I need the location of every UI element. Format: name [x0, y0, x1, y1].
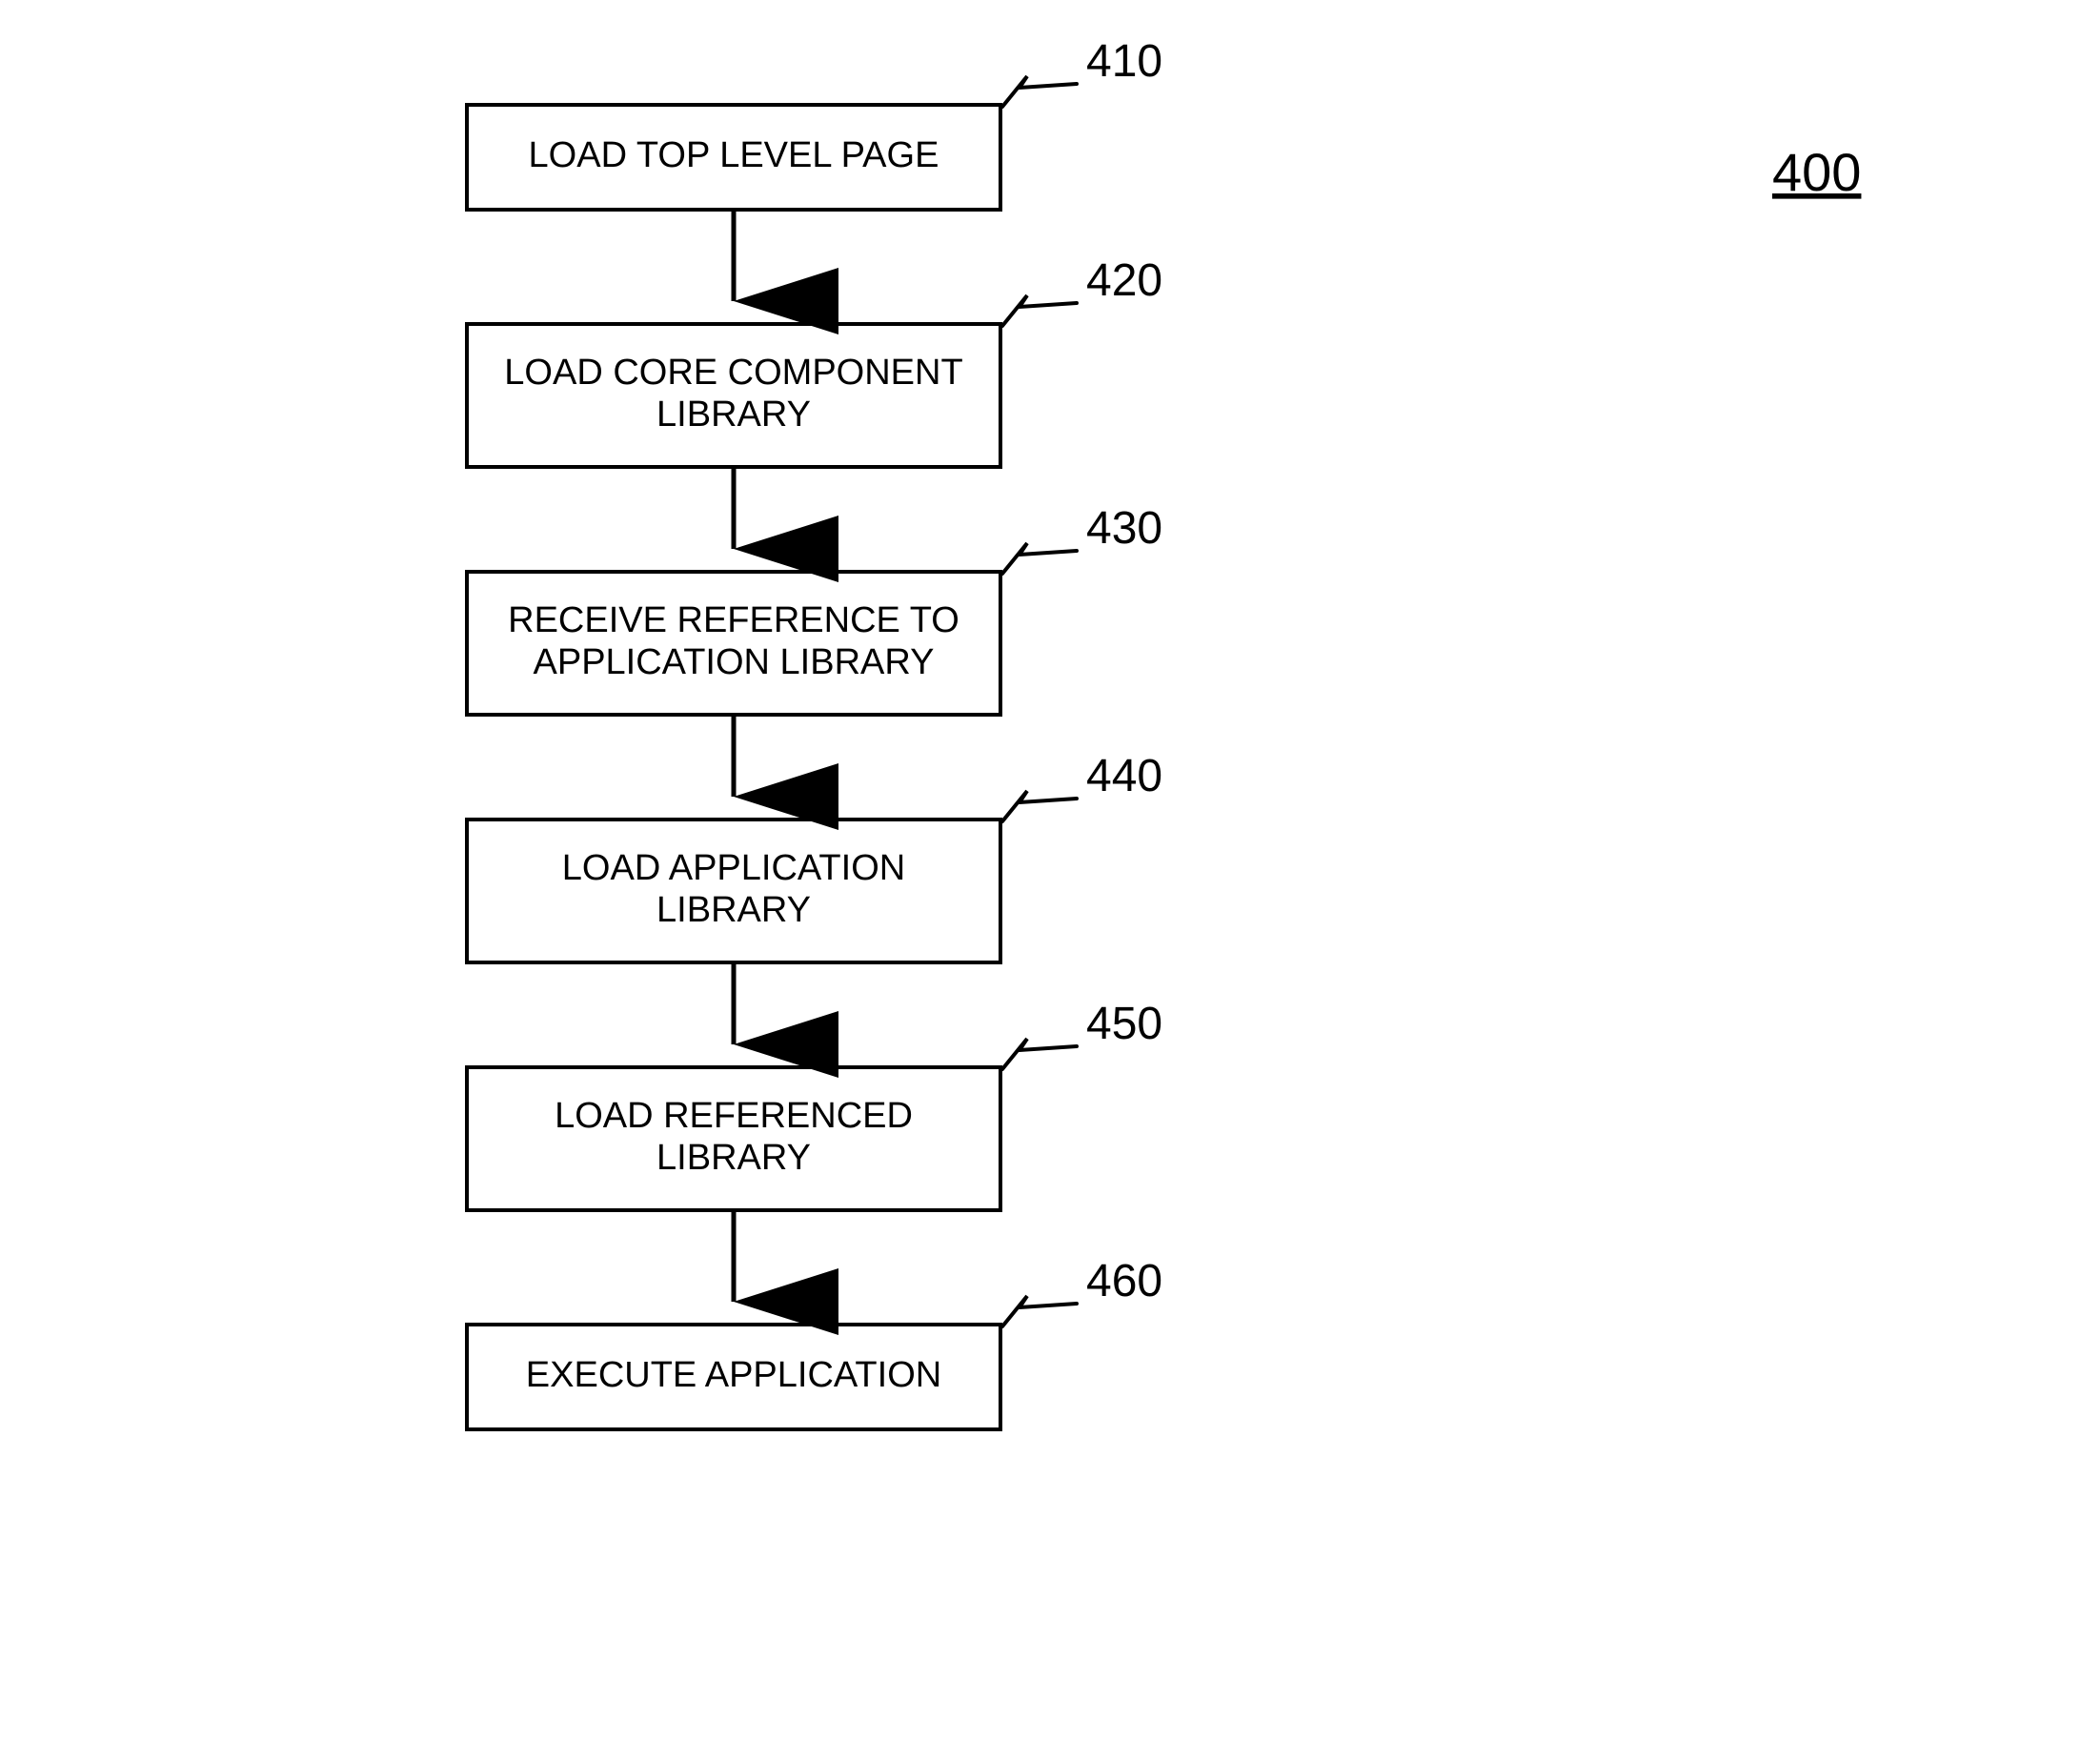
flow-node-label: LIBRARY: [656, 890, 811, 930]
flow-node-label: LIBRARY: [656, 395, 811, 435]
lead-line: [1002, 1296, 1077, 1326]
ref-number-410: 410: [1086, 36, 1162, 87]
flow-node-440: LOAD APPLICATIONLIBRARY 440: [467, 751, 1162, 962]
flow-node-410: LOAD TOP LEVEL PAGE 410: [467, 36, 1162, 210]
ref-number-450: 450: [1086, 999, 1162, 1049]
lead-line: [1002, 791, 1077, 821]
ref-number-460: 460: [1086, 1256, 1162, 1306]
flow-node-label: LOAD APPLICATION: [562, 848, 905, 888]
flow-node-label: LIBRARY: [656, 1138, 811, 1178]
lead-line: [1002, 1039, 1077, 1069]
ref-number-430: 430: [1086, 503, 1162, 554]
flow-node-label: APPLICATION LIBRARY: [534, 642, 935, 682]
flow-node-label: LOAD TOP LEVEL PAGE: [529, 135, 939, 175]
lead-line: [1002, 76, 1077, 107]
flow-node-label: RECEIVE REFERENCE TO: [508, 600, 959, 640]
ref-number-440: 440: [1086, 751, 1162, 801]
flow-node-label: LOAD CORE COMPONENT: [504, 353, 962, 393]
lead-line: [1002, 543, 1077, 574]
flow-node-label: EXECUTE APPLICATION: [526, 1355, 941, 1395]
flow-node-label: LOAD REFERENCED: [555, 1096, 913, 1136]
flow-node-430: RECEIVE REFERENCE TOAPPLICATION LIBRARY 4…: [467, 503, 1162, 715]
lead-line: [1002, 295, 1077, 326]
flow-node-420: LOAD CORE COMPONENTLIBRARY 420: [467, 255, 1162, 467]
flowchart-diagram: LOAD TOP LEVEL PAGE 410 LOAD CORE COMPONEN…: [0, 0, 2100, 1761]
flow-node-460: EXECUTE APPLICATION 460: [467, 1256, 1162, 1429]
flow-node-450: LOAD REFERENCEDLIBRARY 450: [467, 999, 1162, 1210]
figure-number: 400: [1772, 142, 1861, 202]
ref-number-420: 420: [1086, 255, 1162, 306]
